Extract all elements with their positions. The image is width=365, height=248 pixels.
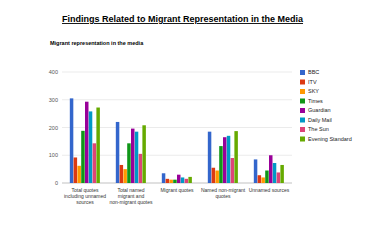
bar	[212, 168, 215, 183]
grid-line	[62, 99, 292, 100]
bar	[181, 177, 184, 183]
bar	[139, 154, 142, 183]
bar	[280, 165, 283, 183]
bar	[185, 179, 188, 183]
bar	[208, 132, 211, 183]
bar	[89, 111, 92, 183]
bar	[81, 131, 84, 183]
bar	[223, 137, 226, 183]
bar	[254, 159, 257, 183]
bar	[227, 136, 230, 183]
legend-swatch	[300, 99, 305, 104]
legend-swatch	[300, 118, 305, 123]
bar	[234, 131, 237, 183]
x-tick-label: Total namedmigrant andnon-migrant quotes	[109, 187, 153, 205]
bar	[127, 143, 130, 183]
y-tick-label: 400	[49, 69, 58, 75]
y-tick-label: 0	[55, 180, 58, 186]
bar	[177, 175, 180, 183]
bar	[258, 175, 261, 183]
bar	[93, 143, 96, 183]
bar	[85, 102, 88, 183]
bar	[96, 108, 99, 183]
legend-label: BBC	[308, 69, 319, 75]
bar	[169, 180, 172, 183]
y-tick-label: 100	[49, 152, 58, 158]
legend-label: SKY	[308, 88, 319, 94]
bar	[173, 180, 176, 183]
legend-label: Guardian	[308, 107, 331, 113]
title: Findings Related to Migrant Representati…	[62, 14, 304, 24]
legend-label: ITV	[308, 79, 317, 85]
bar	[219, 146, 222, 183]
legend-label: Daily Mail	[308, 117, 332, 123]
legend-swatch	[300, 70, 305, 75]
bar	[120, 165, 123, 183]
bar	[188, 177, 191, 183]
legend-label: Times	[308, 98, 323, 104]
subtitle: Migrant representation in the media	[50, 40, 144, 46]
legend-swatch	[300, 89, 305, 94]
grid-line	[62, 72, 292, 73]
bar	[74, 157, 77, 183]
legend-label: Evening Standard	[308, 136, 352, 142]
legend-swatch	[300, 108, 305, 113]
bars	[70, 98, 284, 183]
chart: Findings Related to Migrant Representati…	[0, 0, 365, 248]
legend-swatch	[300, 127, 305, 132]
x-tick-label: Named non-migrantquotes	[201, 187, 246, 199]
bar	[166, 179, 169, 183]
bar	[162, 173, 165, 183]
bar	[116, 122, 119, 183]
y-tick-label: 300	[49, 97, 58, 103]
bar	[123, 169, 126, 183]
x-tick-label: Migrant quotes	[160, 187, 194, 193]
x-tick-label: Unnamed sources	[249, 187, 290, 193]
legend-swatch	[300, 80, 305, 85]
bar	[261, 177, 264, 183]
y-tick-label: 200	[49, 125, 58, 131]
x-tick-label: Total quotesincluding unnamedsources	[64, 187, 106, 205]
bar	[131, 129, 134, 183]
bar	[215, 171, 218, 183]
legend-label: The Sun	[308, 126, 329, 132]
bar	[135, 132, 138, 183]
legend-swatch	[300, 137, 305, 142]
bar	[77, 166, 80, 183]
bar	[70, 98, 73, 183]
bar	[142, 125, 145, 183]
bar	[273, 163, 276, 183]
bar	[265, 171, 268, 183]
bar	[231, 158, 234, 183]
bar	[277, 172, 280, 183]
bar	[269, 155, 272, 183]
